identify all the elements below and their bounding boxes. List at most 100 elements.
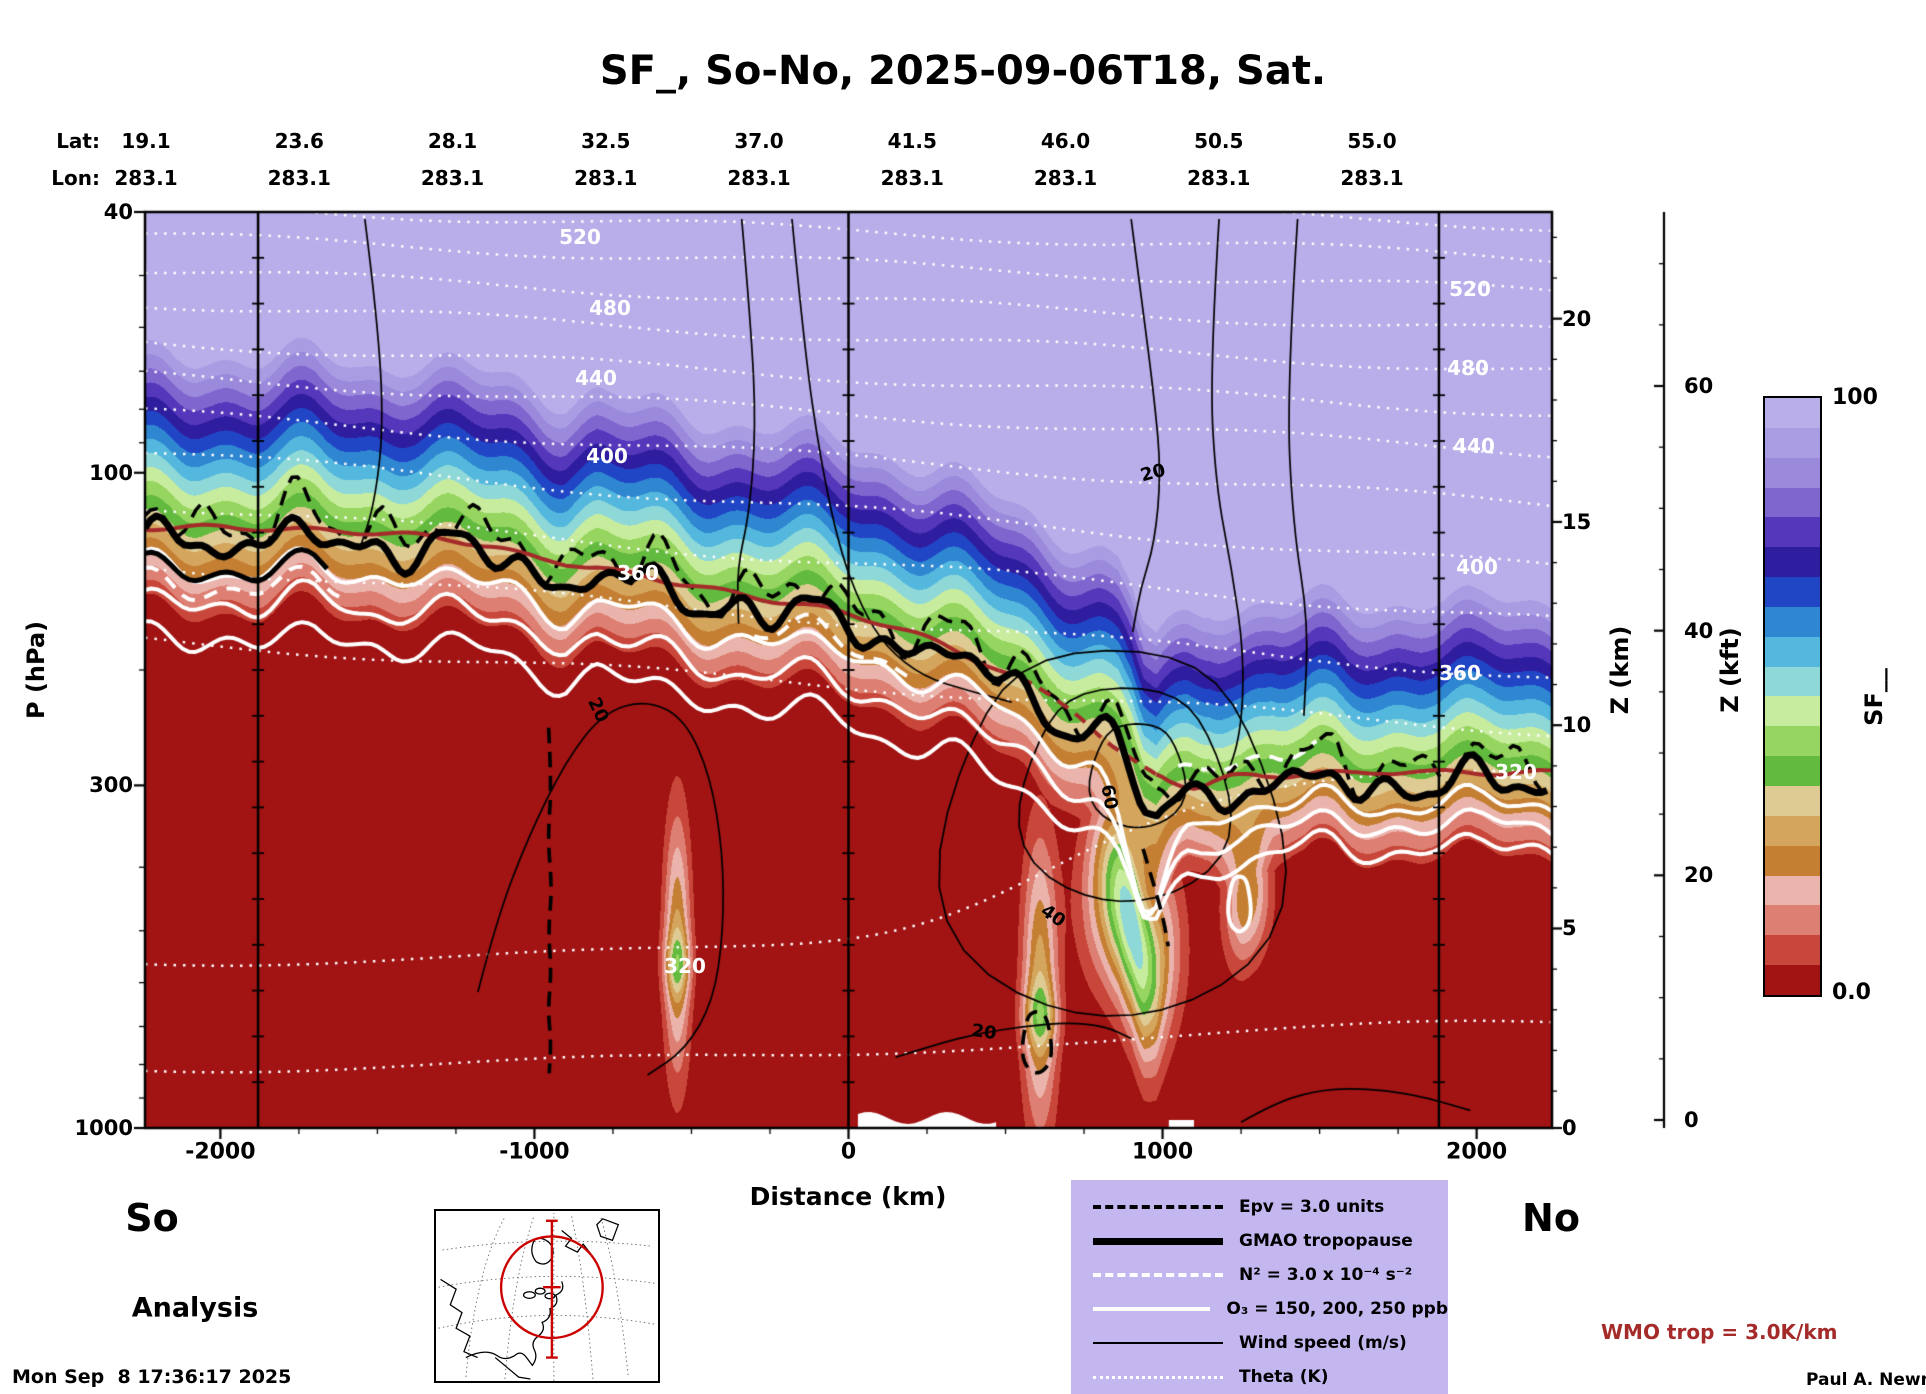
zkm-tick-label: 0 [1562, 1116, 1577, 1140]
colorbar-segment-11 [1765, 726, 1820, 757]
gmao-tropopause-line-sample [1093, 1237, 1223, 1245]
lat-value: 32.5 [581, 129, 631, 153]
legend-item-o3: O₃ = 150, 200, 250 ppb [1093, 1294, 1448, 1325]
colorbar-segment-15 [1765, 845, 1820, 876]
zkft-tick-label: 40 [1684, 618, 1714, 643]
lat-value: 28.1 [427, 129, 478, 153]
zkm-axis-label: Z (km) [1606, 625, 1634, 715]
colorbar-segment-16 [1765, 875, 1820, 906]
distance-axis-label: Distance (km) [749, 1182, 947, 1211]
pressure-tick-label: 40 [103, 200, 133, 224]
zkm-tick-label: 10 [1562, 713, 1592, 738]
distance-tick-label: -2000 [185, 1139, 256, 1165]
south-end-label: So [125, 1196, 179, 1240]
colorbar-segment-1 [1765, 427, 1820, 458]
zkft-axis-label: Z (kft) [1716, 627, 1744, 713]
colorbar-segment-12 [1765, 756, 1820, 786]
analysis-label: Analysis [131, 1292, 259, 1324]
colorbar-segment-17 [1765, 905, 1820, 936]
lon-value: 283.1 [267, 166, 331, 190]
north-end-label: No [1522, 1196, 1580, 1240]
theta-contour-label: 520 [559, 225, 601, 249]
lon-value: 283.1 [420, 166, 485, 190]
colorbar-segment-13 [1765, 785, 1820, 816]
wind-contour-label: 20 [970, 1019, 998, 1045]
colorbar-axis-label: SF__ [1860, 668, 1888, 726]
legend-item-gmao-tropopause: GMAO tropopause [1093, 1226, 1448, 1257]
theta-contour-label: 360 [617, 561, 659, 585]
lon-row-label: Lon: [51, 166, 100, 190]
legend-item-epv: Epv = 3.0 units [1093, 1192, 1448, 1223]
colorbar-segment-8 [1765, 636, 1820, 667]
legend-label-n2: N² = 3.0 x 10⁻⁴ s⁻² [1239, 1265, 1413, 1285]
lat-value: 41.5 [887, 129, 937, 153]
colorbar-segment-18 [1765, 935, 1820, 966]
legend-label-o3: O₃ = 150, 200, 250 ppb [1226, 1299, 1448, 1319]
legend-label-theta: Theta (K) [1239, 1367, 1329, 1387]
n2-line-sample [1093, 1273, 1223, 1277]
legend: Epv = 3.0 units GMAO tropopause N² = 3.0… [1071, 1180, 1448, 1394]
zkft-tick-label: 20 [1684, 863, 1714, 888]
lat-value: 55.0 [1347, 129, 1397, 153]
theta-contour-label: 320 [1495, 760, 1537, 784]
colorbar-segment-19 [1765, 965, 1820, 995]
theta-line-sample [1093, 1375, 1223, 1379]
colorbar [1763, 396, 1822, 997]
zkm-tick-label: 15 [1562, 509, 1592, 534]
legend-label-gmao: GMAO tropopause [1239, 1231, 1413, 1251]
pressure-tick-label: 1000 [74, 1116, 133, 1140]
map-coastline [440, 1218, 620, 1380]
lat-value: 37.0 [734, 129, 784, 153]
colorbar-segment-3 [1765, 487, 1820, 518]
wind-contour-label: 60 [1096, 782, 1122, 812]
zkm-tick-label: 20 [1562, 306, 1592, 331]
lon-value: 283.1 [114, 166, 178, 190]
colorbar-segment-4 [1765, 517, 1820, 548]
colorbar-segment-7 [1765, 606, 1820, 637]
legend-item-n2: N² = 3.0 x 10⁻⁴ s⁻² [1093, 1260, 1448, 1291]
lon-value: 283.1 [880, 166, 944, 190]
colorbar-segment-10 [1765, 696, 1820, 727]
colorbar-max-label: 100 [1832, 385, 1878, 410]
wind-speed-line-sample [1093, 1342, 1223, 1344]
theta-contour-label: 440 [1453, 434, 1495, 458]
lat-value: 23.6 [274, 129, 324, 153]
pressure-axis-label: P (hPa) [22, 620, 50, 720]
pressure-tick-label: 300 [89, 773, 133, 798]
colorbar-segment-2 [1765, 457, 1820, 488]
legend-item-wind-speed: Wind speed (m/s) [1093, 1328, 1448, 1359]
theta-contour-label: 480 [589, 296, 631, 320]
epv-line-sample [1093, 1205, 1223, 1209]
colorbar-segment-5 [1765, 547, 1820, 578]
lon-value: 283.1 [1187, 166, 1251, 190]
lat-value: 19.1 [121, 129, 171, 153]
lat-value: 50.5 [1194, 129, 1244, 153]
theta-contour-label: 400 [586, 444, 628, 468]
distance-tick-label: -1000 [499, 1139, 570, 1165]
distance-tick-label: 1000 [1131, 1139, 1194, 1165]
theta-contour-label: 440 [575, 366, 617, 390]
theta-contour-label: 400 [1456, 555, 1498, 579]
lat-value: 46.0 [1040, 129, 1091, 153]
theta-contour-label: 520 [1449, 277, 1491, 301]
lon-value: 283.1 [1033, 166, 1098, 190]
zkm-tick-label: 5 [1562, 916, 1577, 941]
colorbar-segment-0 [1765, 398, 1820, 428]
lat-row-label: Lat: [56, 129, 100, 153]
colorbar-segment-6 [1765, 577, 1820, 607]
theta-contour-label: 320 [664, 954, 706, 978]
timestamp: Mon Sep 8 17:36:17 2025 [12, 1366, 292, 1388]
legend-label-epv: Epv = 3.0 units [1239, 1197, 1385, 1217]
pressure-tick-label: 100 [89, 460, 133, 485]
map-section-marker [499, 1219, 604, 1359]
map-graticule [438, 1212, 656, 1381]
zkft-tick-label: 0 [1684, 1108, 1699, 1132]
legend-item-theta: Theta (K) [1093, 1362, 1448, 1393]
distance-tick-label: 0 [840, 1139, 857, 1165]
distance-tick-label: 2000 [1446, 1139, 1508, 1165]
lon-value: 283.1 [574, 166, 638, 190]
credit: Paul A. Newman (NASA [1806, 1370, 1926, 1390]
wmo-tropopause-note: WMO trop = 3.0K/km [1601, 1320, 1838, 1344]
